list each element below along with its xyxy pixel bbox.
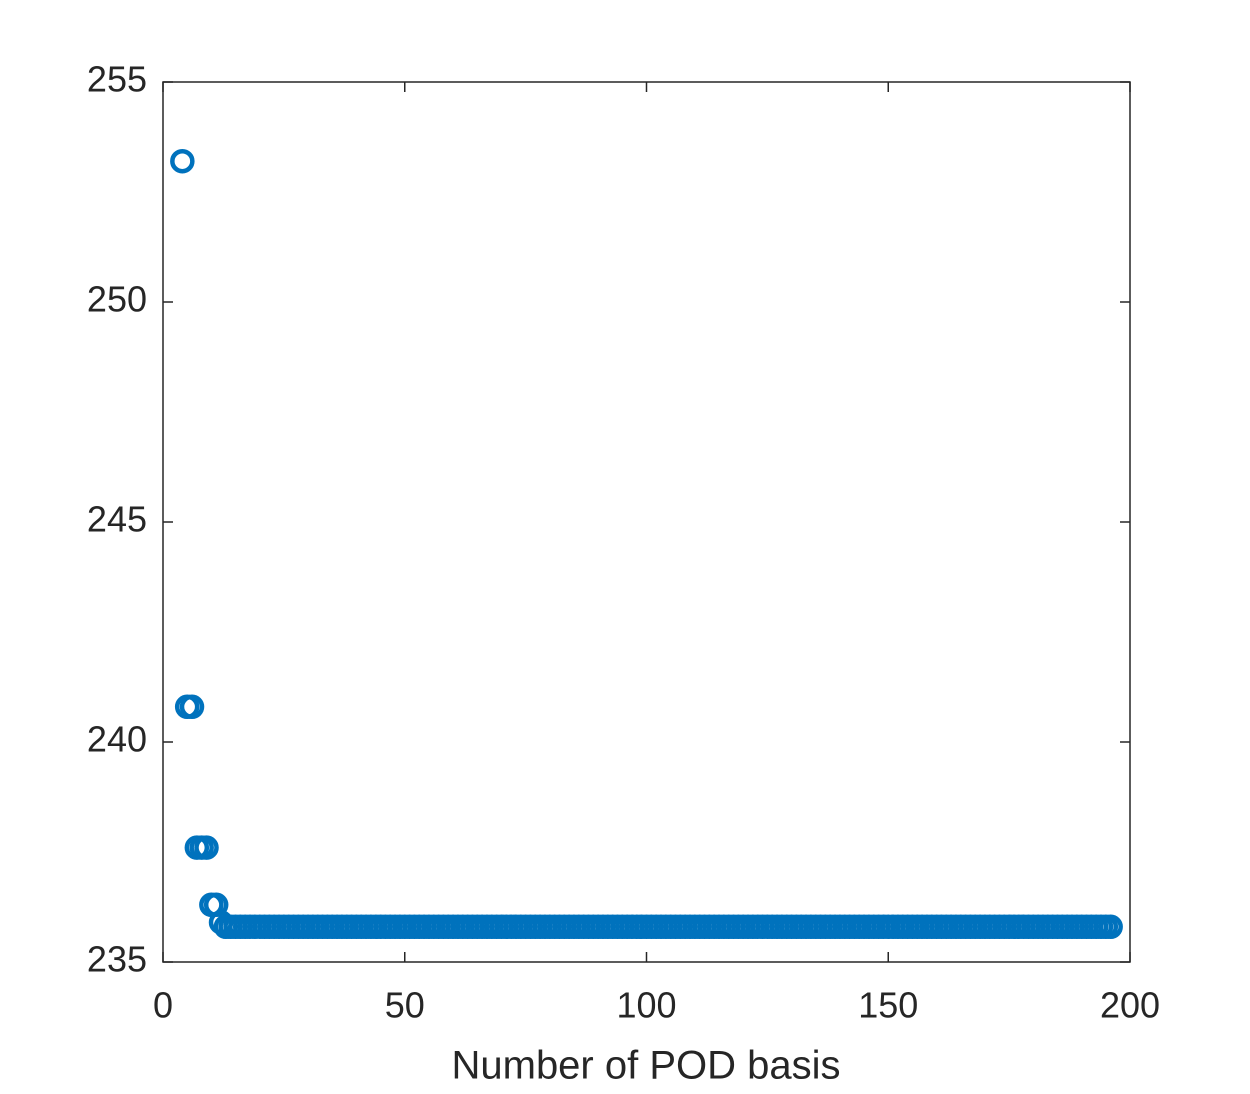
- x-tick-label: 200: [1100, 985, 1160, 1026]
- y-tick-label: 240: [87, 719, 147, 760]
- x-axis-label: Number of POD basis: [451, 1044, 840, 1088]
- x-tick-label: 150: [858, 985, 918, 1026]
- y-tick-label: 255: [87, 59, 147, 100]
- scatter-point: [179, 694, 205, 720]
- scatter-point: [194, 835, 219, 860]
- y-tick-label: 235: [87, 939, 147, 980]
- plot-box: [162, 81, 1131, 963]
- y-tick-label: 245: [87, 499, 147, 540]
- x-tick-label: 100: [616, 985, 676, 1026]
- scatter-point: [170, 148, 195, 174]
- x-tick-label: 0: [153, 985, 173, 1026]
- x-tick-label: 50: [385, 985, 425, 1026]
- scatter-point: [1098, 914, 1123, 940]
- y-tick-label: 250: [87, 279, 147, 320]
